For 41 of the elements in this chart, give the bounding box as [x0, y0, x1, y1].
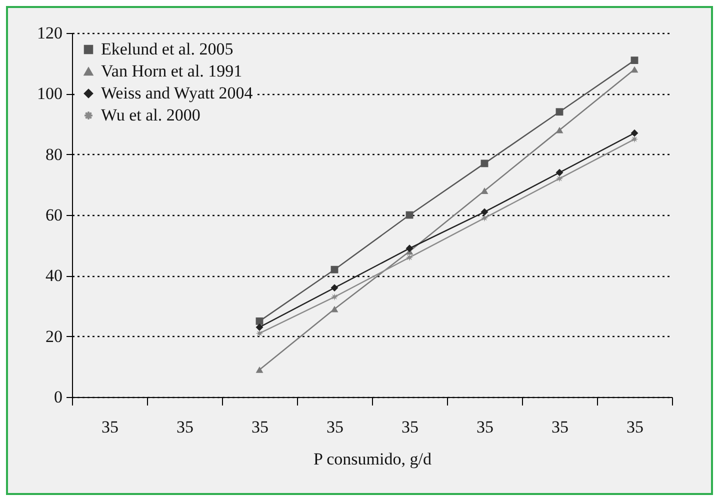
x-tick-label: 35	[476, 418, 494, 436]
point	[480, 188, 488, 194]
y-tick-label: 40	[46, 266, 62, 286]
y-tick-label: 20	[46, 326, 62, 346]
point	[556, 126, 564, 134]
legend-label: Wu et al. 2000	[101, 106, 200, 124]
x-axis-title: P consumido, g/d	[314, 450, 432, 468]
x-tick-label: 35	[326, 418, 344, 436]
point	[556, 174, 564, 182]
x-tick-label: 35	[176, 418, 194, 436]
legend-label: Ekelund et al. 2005	[101, 40, 234, 58]
legend-label: Weiss and Wyatt 2004	[101, 84, 254, 102]
point	[330, 306, 338, 312]
y-tick-label: 0	[54, 388, 62, 406]
y-tick-label: 120	[37, 24, 62, 42]
point	[556, 108, 564, 116]
point	[256, 366, 264, 373]
x-tick-label: 35	[252, 418, 268, 436]
point	[630, 56, 638, 64]
y-tick-label: 100	[37, 84, 62, 104]
point	[480, 214, 488, 222]
x-tick-label: 35	[102, 418, 118, 436]
point	[630, 66, 638, 73]
point	[630, 129, 638, 137]
point	[480, 208, 488, 216]
point	[256, 330, 264, 338]
point	[330, 266, 338, 274]
x-tick-label: 35	[402, 418, 418, 436]
point	[330, 293, 338, 301]
point	[630, 135, 638, 143]
point	[330, 284, 338, 292]
point	[406, 254, 414, 262]
point	[406, 244, 414, 252]
point	[480, 160, 488, 168]
x-tick-label: 35	[626, 418, 644, 436]
x-tick-label: 35	[552, 418, 568, 436]
point	[556, 168, 564, 176]
y-tick-label: 60	[46, 206, 62, 224]
legend-label: Van Horn et al. 1991	[101, 62, 242, 80]
y-tick-label: 80	[46, 144, 62, 164]
point	[256, 317, 264, 325]
